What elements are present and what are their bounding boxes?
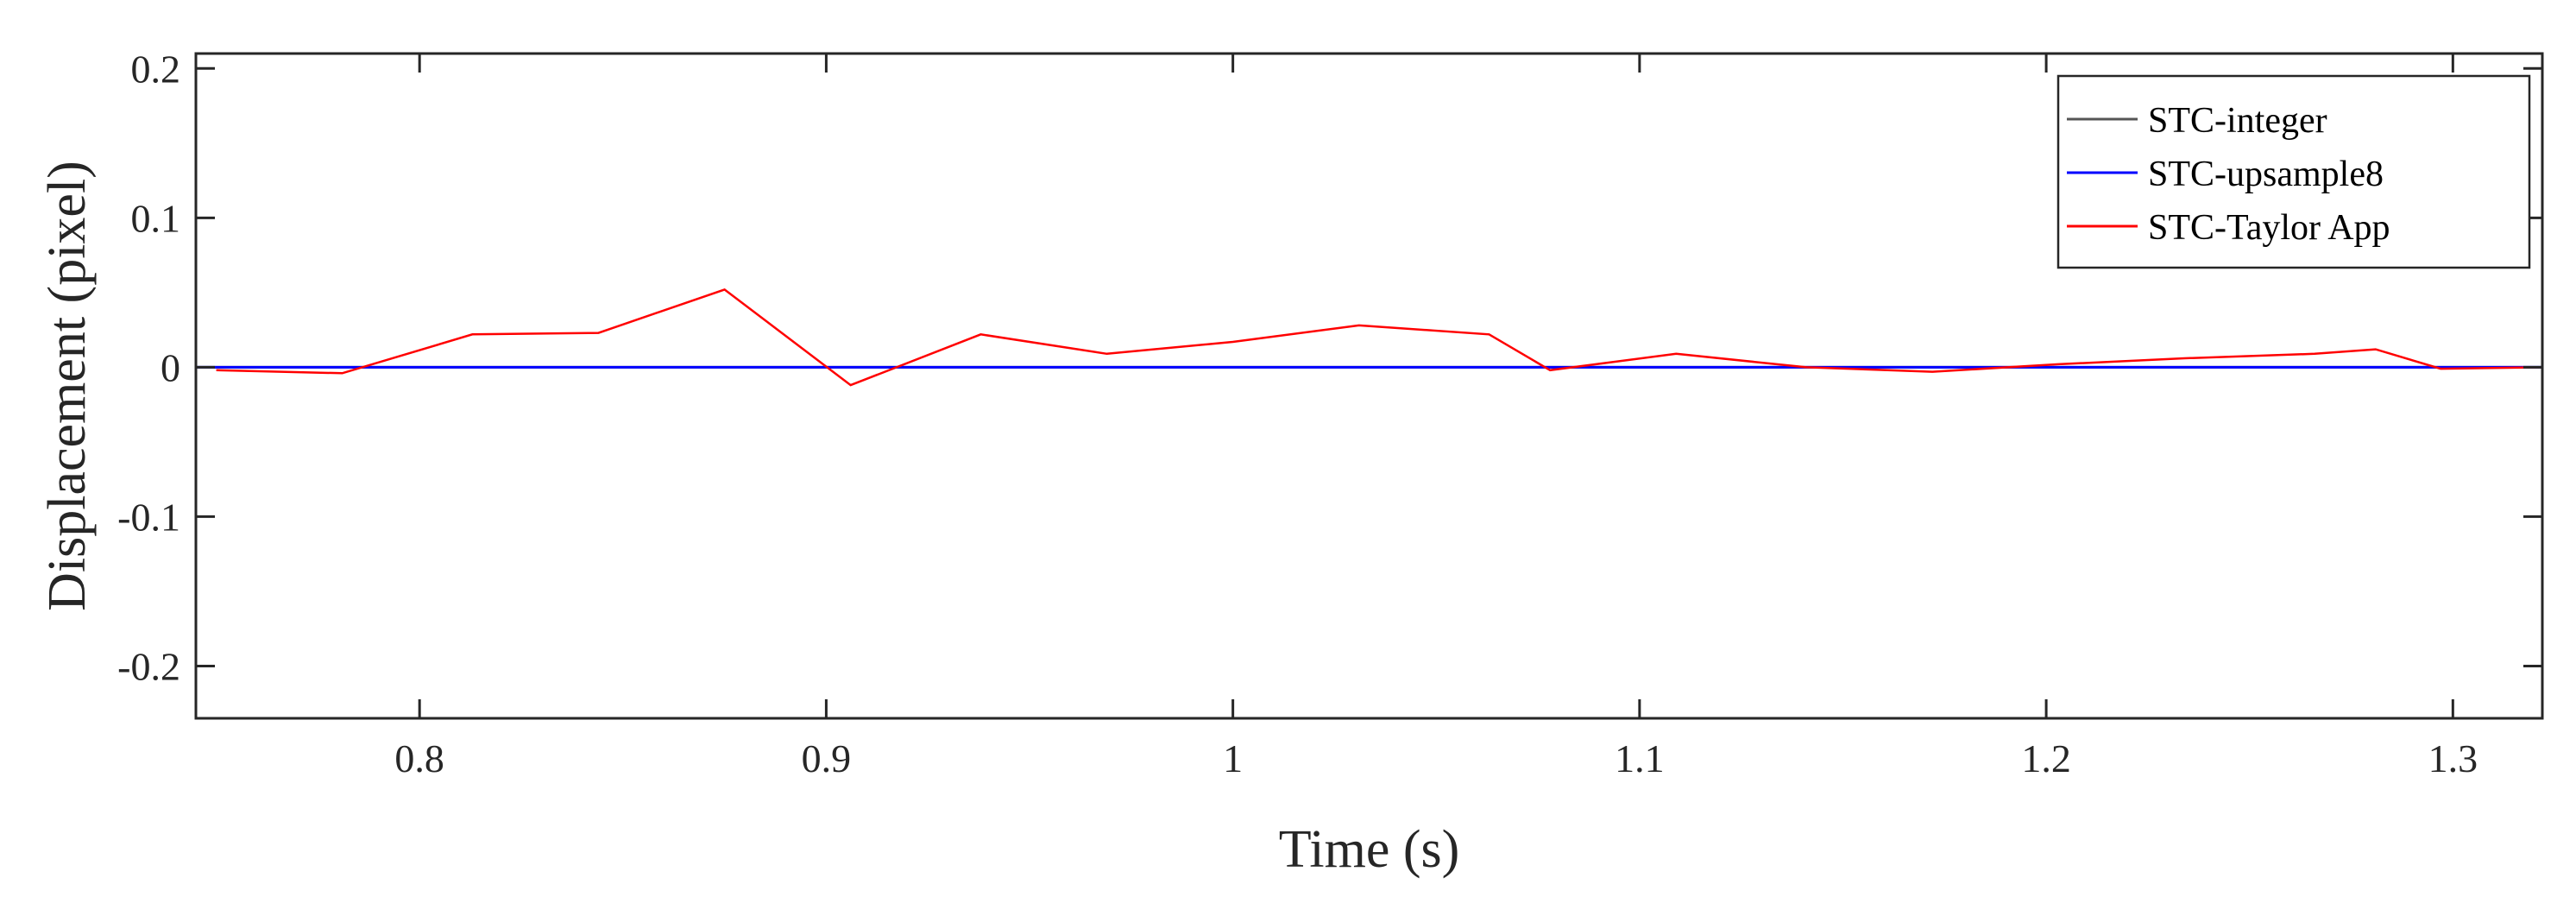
x-tick-label: 1 [1223, 736, 1243, 780]
x-tick-label: 1.1 [1615, 736, 1665, 780]
legend-label: STC-integer [2148, 101, 2327, 141]
y-tick-label: -0.1 [117, 495, 180, 539]
x-axis-title: Time (s) [1279, 820, 1460, 879]
legend-label: STC-upsample8 [2148, 155, 2384, 194]
y-tick-label: 0.1 [131, 196, 181, 240]
x-tick-label: 0.9 [802, 736, 852, 780]
legend-label: STC-Taylor App [2148, 208, 2390, 248]
x-tick-label: 0.8 [394, 736, 444, 780]
axis-ticks: 0.8 0.9 1 1.1 1.2 1.3 0.2 0.1 0 -0.1 -0.2 [117, 47, 2542, 780]
legend: STC-integer STC-upsample8 STC-Taylor App [2056, 74, 2531, 269]
series-line-stc-taylor-app [216, 288, 2542, 387]
y-tick-label: 0.2 [131, 47, 181, 91]
y-axis-title: Displacement (pixel) [38, 161, 97, 611]
plot-frame [194, 52, 2544, 720]
y-tick-label: 0 [161, 345, 180, 389]
x-tick-label: 1.2 [2021, 736, 2071, 780]
y-tick-label: -0.2 [117, 644, 180, 688]
x-tick-label: 1.3 [2428, 736, 2478, 780]
plot-marks [196, 288, 2542, 387]
